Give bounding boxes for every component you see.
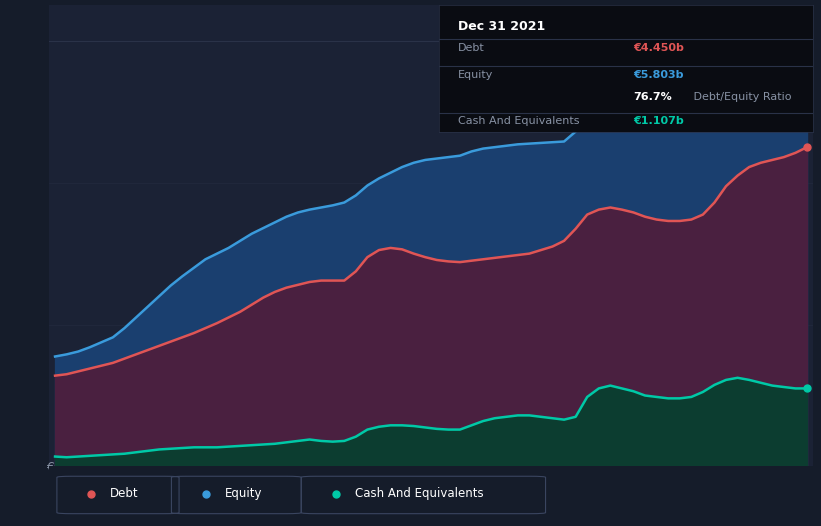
Text: Cash And Equivalents: Cash And Equivalents xyxy=(458,116,580,126)
Text: Dec 31 2021: Dec 31 2021 xyxy=(458,21,545,34)
Text: €4.450b: €4.450b xyxy=(634,43,685,53)
Text: Equity: Equity xyxy=(225,487,263,500)
Text: Equity: Equity xyxy=(458,69,493,79)
Text: 76.7%: 76.7% xyxy=(634,93,672,103)
Text: Debt: Debt xyxy=(458,43,484,53)
Text: Debt/Equity Ratio: Debt/Equity Ratio xyxy=(690,93,791,103)
Text: €1.107b: €1.107b xyxy=(634,116,684,126)
Text: Debt: Debt xyxy=(110,487,139,500)
Text: Cash And Equivalents: Cash And Equivalents xyxy=(355,487,484,500)
Text: €5.803b: €5.803b xyxy=(634,69,684,79)
